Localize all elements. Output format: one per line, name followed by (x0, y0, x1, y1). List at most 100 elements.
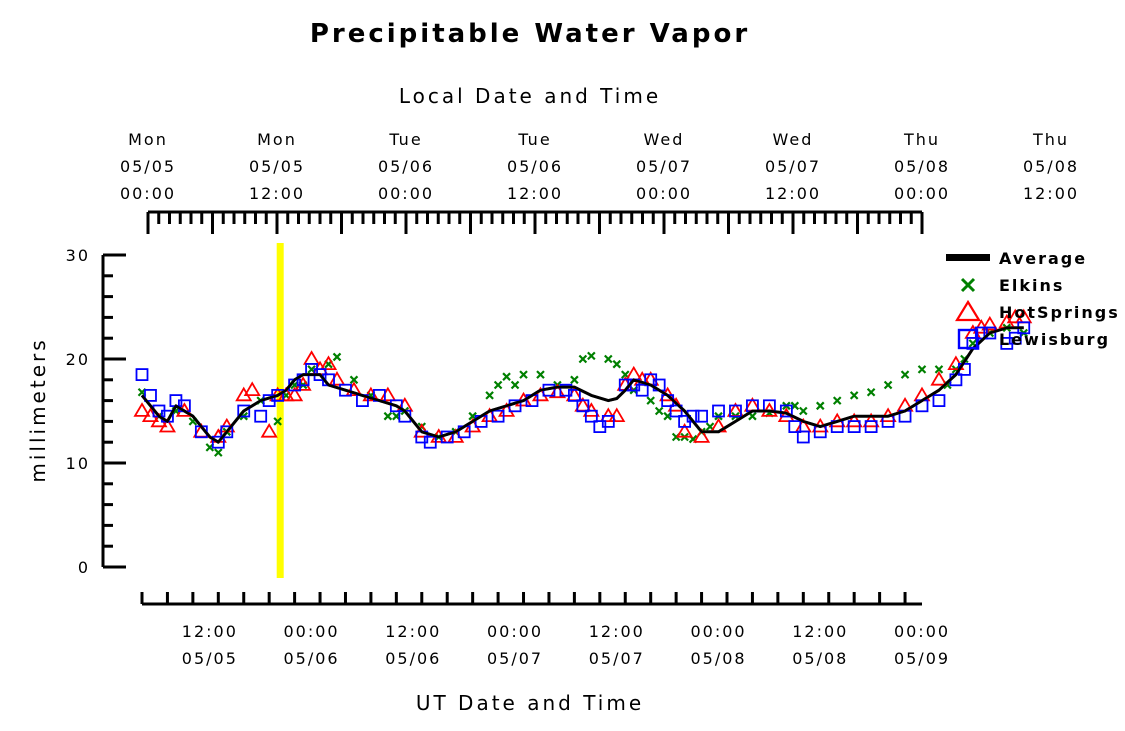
elkins-point (383, 411, 393, 421)
bottom-axis: 12:00 05/05 00:00 05/06 12:00 05/06 00:00 05/07… (140, 592, 950, 668)
series-layer (133, 308, 1033, 457)
lewisburg-point (847, 420, 861, 434)
hotsprings-point (981, 315, 999, 331)
elkins-point (815, 401, 825, 411)
elkins-point (866, 388, 876, 397)
y-axis-tick-label: 20 (66, 350, 90, 369)
elkins-point (799, 406, 808, 416)
elkins-point (604, 354, 613, 364)
elkins-point (502, 372, 511, 381)
bottom-axis-tick-label: 05/07 (487, 649, 543, 668)
lewisburg-point (932, 394, 946, 408)
lewisburg-point (788, 420, 802, 434)
lewisburg-point (1008, 331, 1022, 345)
elkins-point (519, 370, 528, 379)
top-axis: Mon 05/05 00:00 Mon 05/05 12:00 Tue 05/06 00:00 T… (120, 130, 1079, 234)
top-axis-tick-label: 05/05 (249, 157, 305, 176)
legend-label: Elkins (999, 276, 1064, 295)
hotsprings-point (133, 402, 151, 417)
chart-title: Precipitable Water Vapor (310, 19, 750, 49)
bottom-axis-tick-label: 05/09 (894, 649, 950, 668)
top-axis-tick-label: Thu (903, 130, 940, 149)
lewisburg-point (601, 414, 615, 428)
lewisburg-point (211, 435, 225, 449)
top-axis-tick-label: 12:00 (249, 184, 305, 203)
top-axis-tick-label: Mon (257, 130, 297, 149)
elkins-point (832, 396, 842, 405)
hotsprings-point (302, 350, 321, 365)
lewisburg-point (339, 383, 352, 397)
top-axis-tick-label: 12:00 (507, 184, 563, 203)
current-time-marker (276, 243, 284, 578)
bottom-axis-tick-label: 00:00 (284, 622, 340, 641)
top-axis-tick-label: Tue (388, 130, 422, 149)
bottom-axis-tick-label: 12:00 (182, 622, 238, 641)
average-line-overlay (141, 326, 1024, 444)
top-axis-tick-label: 05/05 (120, 157, 176, 176)
top-axis-tick-label: 05/06 (378, 157, 434, 176)
series-average (140, 326, 1024, 444)
y-axis-tick-label: 0 (78, 558, 90, 577)
lewisburg-point (983, 326, 997, 340)
lewisburg-point (237, 404, 251, 418)
elkins-point (612, 359, 622, 369)
elkins-point (578, 354, 588, 364)
top-axis-tick-label: Wed (773, 130, 814, 149)
lewisburg-point (796, 430, 810, 444)
top-axis-tick-label: Mon (128, 130, 168, 149)
legend-swatch-lewisburg (957, 328, 979, 350)
legend-label: HotSprings (999, 303, 1120, 322)
lewisburg-point (729, 404, 742, 418)
top-axis-tick-label: Wed (644, 130, 685, 149)
bottom-axis-tick-label: 00:00 (487, 622, 543, 641)
elkins-point (510, 380, 520, 390)
top-axis-title: Local Date and Time (399, 84, 661, 108)
bottom-axis-tick-label: 00:00 (894, 622, 950, 641)
legend-swatch-hotsprings (955, 299, 981, 322)
hotsprings-point (676, 423, 694, 438)
lewisburg-point (144, 388, 157, 402)
lewisburg-point (254, 409, 268, 423)
hotsprings-point (930, 371, 948, 386)
lewisburg-point (695, 409, 708, 423)
top-axis-tick-label: 00:00 (378, 184, 434, 203)
elkins-point (536, 370, 545, 379)
legend-swatch-elkins (960, 277, 976, 293)
bottom-axis-tick-label: 05/06 (284, 649, 340, 668)
elkins-point (493, 380, 503, 390)
elkins-point (934, 365, 944, 374)
lewisburg-point (669, 404, 683, 418)
top-axis-tick-label: 00:00 (120, 184, 176, 203)
markers-hotsprings (133, 308, 1033, 443)
elkins-point (485, 391, 494, 400)
elkins-point (349, 375, 359, 385)
top-axis-tick-label: 05/08 (1023, 157, 1079, 176)
top-axis-tick-label: 12:00 (1023, 184, 1079, 203)
lewisburg-point (423, 435, 437, 449)
elkins-point (646, 396, 655, 405)
top-axis-tick-label: Tue (517, 130, 551, 149)
top-axis-tick-label: Thu (1032, 130, 1069, 149)
bottom-axis-tick-label: 12:00 (792, 622, 848, 641)
elkins-point (900, 370, 910, 379)
marker-line-layer (276, 243, 284, 578)
lewisburg-point (576, 399, 590, 413)
y-axis-title: millimeters (26, 337, 50, 482)
legend-label: Average (999, 249, 1087, 268)
elkins-point (273, 417, 282, 426)
top-axis-tick-label: 05/07 (636, 157, 692, 176)
y-axis-tick-label: 10 (66, 454, 90, 473)
lewisburg-point (712, 404, 725, 418)
lewisburg-point (271, 388, 285, 402)
hotsprings-point (158, 417, 177, 433)
average-line (140, 326, 1024, 444)
top-axis-tick-label: 05/06 (507, 157, 563, 176)
top-axis-tick-label: 00:00 (636, 184, 692, 203)
lewisburg-point (584, 409, 598, 423)
hotsprings-point (243, 381, 261, 396)
bottom-axis-tick-label: 05/05 (182, 649, 238, 668)
legend-label: Lewisburg (999, 330, 1110, 349)
hotsprings-point (1006, 308, 1024, 324)
lewisburg-point (220, 425, 234, 439)
